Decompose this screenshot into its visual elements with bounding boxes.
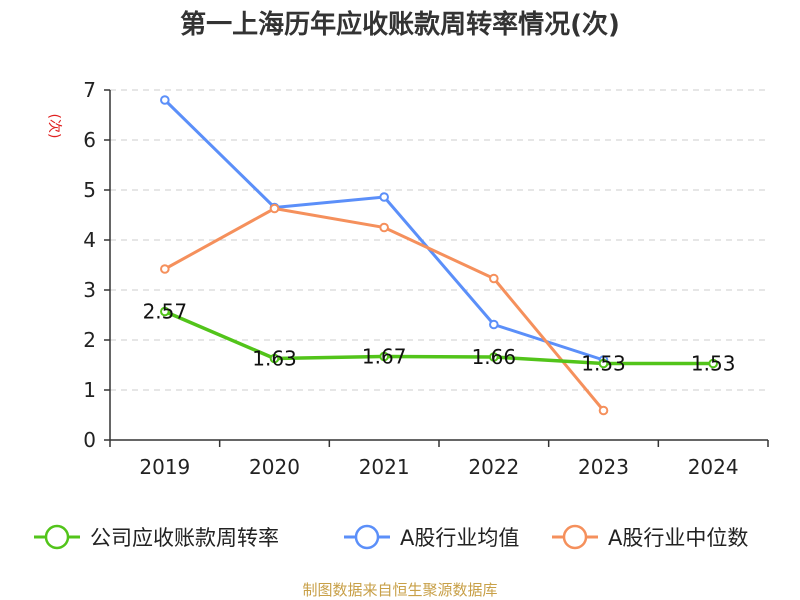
legend: 公司应收账款周转率 A股行业均值 A股行业中位数 xyxy=(34,524,748,550)
data-label: 1.66 xyxy=(472,345,517,369)
axes: 2019 2020 2021 2022 2023 2024 xyxy=(104,89,769,479)
series-1 xyxy=(160,306,718,369)
data-point xyxy=(160,95,170,105)
y-tick-label: 4 xyxy=(83,228,96,252)
series-group: 2.57 1.63 1.67 1.66 1.53 1.53 xyxy=(143,95,736,416)
data-label: 1.63 xyxy=(252,347,297,371)
data-point xyxy=(269,353,280,364)
data-label: 1.67 xyxy=(362,345,407,369)
data-point xyxy=(708,358,718,369)
chart-title: 第一上海历年应收账款周转率情况(次) xyxy=(180,9,620,40)
legend-item: A股行业中位数 xyxy=(552,524,748,550)
y-tick-label: 7 xyxy=(83,78,96,102)
series-line xyxy=(164,309,714,366)
data-point xyxy=(160,306,170,317)
x-tick-label: 2024 xyxy=(688,455,739,479)
y-tick-label: 6 xyxy=(83,128,96,152)
legend-marker xyxy=(354,524,380,550)
data-label: 2.57 xyxy=(143,300,188,324)
series-line xyxy=(164,207,605,412)
y-tick-label: 0 xyxy=(83,428,96,452)
gridlines: 0 1 2 3 4 5 6 7 xyxy=(83,78,768,452)
data-point xyxy=(379,222,389,233)
y-tick-label: 2 xyxy=(83,328,96,352)
legend-marker xyxy=(44,524,70,550)
legend-marker xyxy=(562,524,588,550)
data-point xyxy=(489,273,499,284)
x-tick-label: 2021 xyxy=(359,455,410,479)
series-3 xyxy=(160,203,609,416)
y-tick-label: 5 xyxy=(83,178,96,202)
x-tick-label: 2023 xyxy=(578,455,629,479)
y-tick-label: 1 xyxy=(83,378,96,402)
data-point xyxy=(160,264,170,274)
data-label: 1.53 xyxy=(691,352,736,376)
x-tick-label: 2019 xyxy=(139,455,190,479)
data-point xyxy=(598,405,609,416)
source-note: 制图数据来自恒生聚源数据库 xyxy=(302,581,497,599)
data-point xyxy=(489,352,499,362)
data-point xyxy=(598,358,609,369)
data-point xyxy=(379,351,389,362)
legend-item: A股行业均值 xyxy=(344,524,519,550)
x-tick-label: 2020 xyxy=(249,455,300,479)
x-tick-label: 2022 xyxy=(468,455,519,479)
legend-label: 公司应收账款周转率 xyxy=(90,526,279,550)
legend-item: 公司应收账款周转率 xyxy=(34,524,279,550)
data-label: 1.53 xyxy=(581,352,626,376)
y-tick-label: 3 xyxy=(83,278,96,302)
legend-label: A股行业中位数 xyxy=(608,526,748,550)
legend-label: A股行业均值 xyxy=(400,526,519,550)
y-axis-label: (次) xyxy=(46,114,62,139)
data-point xyxy=(269,203,280,214)
data-point xyxy=(489,319,499,330)
data-point xyxy=(379,192,389,202)
